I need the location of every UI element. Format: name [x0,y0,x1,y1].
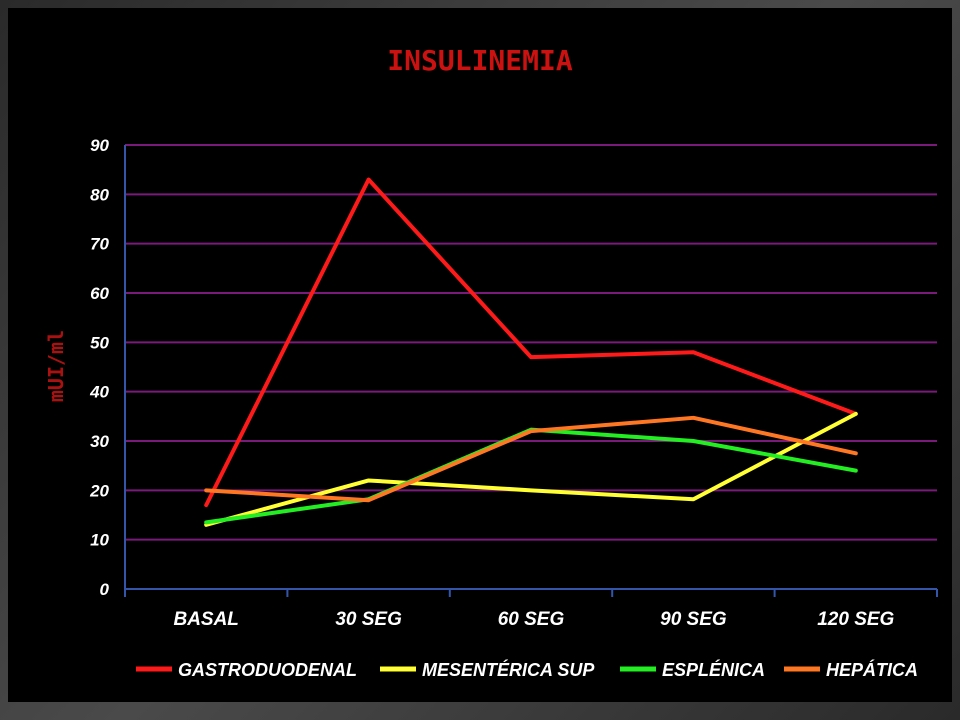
y-tick-label: 50 [90,333,109,352]
y-tick-label: 0 [100,580,110,599]
x-tick-label: 30 SEG [335,609,402,630]
y-axis-label: mUI/ml [44,330,68,402]
y-tick-label: 10 [90,531,109,550]
series-lines [204,177,858,527]
y-tick-label: 70 [90,235,109,254]
series-line-hep-tica [204,415,858,503]
gridlines [125,144,937,541]
legend-label: GASTRODUODENAL [178,660,357,680]
y-tick-label: 20 [89,481,109,500]
x-tick-label: 120 SEG [817,609,894,630]
x-tick-label: 60 SEG [498,609,565,630]
x-tick-labels: BASAL 30 SEG 60 SEG 90 SEG 120 SEG [173,609,894,630]
chart-title: INSULINEMIA [387,44,573,77]
legend-label: HEPÁTICA [826,659,918,680]
y-tick-label: 80 [90,185,109,204]
y-tick-label: 40 [89,383,109,402]
y-tick-label: 30 [90,432,109,451]
chart-panel [8,8,952,702]
x-tick-label: 90 SEG [660,609,727,630]
legend-label: MESENTÉRICA SUP [422,659,595,680]
y-tick-label: 60 [90,284,109,303]
axes [124,145,938,597]
legend-label: ESPLÉNICA [662,659,765,680]
series-line-espl-nica [204,427,858,525]
y-tick-label: 90 [90,136,109,155]
x-tick-label: BASAL [173,609,238,630]
legend: GASTRODUODENAL MESENTÉRICA SUP ESPLÉNICA HE… [136,659,918,680]
y-tick-labels: 0 10 20 30 40 50 60 70 80 90 [89,136,109,599]
